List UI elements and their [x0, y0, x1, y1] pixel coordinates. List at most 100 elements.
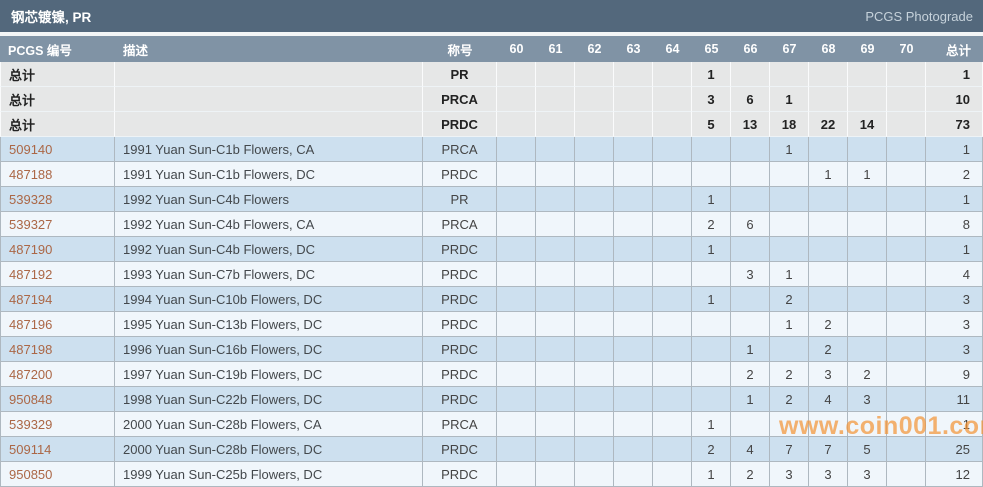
total-cell: 9 [926, 362, 983, 387]
total-cell: 1 [926, 137, 983, 162]
grade-cell-64 [653, 137, 692, 162]
photograde-link[interactable]: PCGS Photograde [865, 8, 973, 24]
designation-cell: PRDC [423, 262, 497, 287]
column-header-grade-63: 63 [614, 36, 653, 62]
grade-cell-63 [614, 312, 653, 337]
pcgs-number-link[interactable]: 509114 [0, 437, 115, 462]
pcgs-number-link[interactable]: 539329 [0, 412, 115, 437]
grade-cell-65 [692, 337, 731, 362]
grade-cell-66: 6 [731, 212, 770, 237]
table-header-row: PCGS 编号 描述 称号 60 61 62 63 64 65 66 67 68… [0, 36, 983, 62]
grade-cell-61 [536, 462, 575, 487]
pcgs-number-link[interactable]: 487198 [0, 337, 115, 362]
grade-cell-65: 1 [692, 287, 731, 312]
grade-cell-65 [692, 312, 731, 337]
summary-section: 总计 PR 1 1 总计 PRCA [0, 62, 983, 137]
grade-cell-63 [614, 212, 653, 237]
total-cell: 8 [926, 212, 983, 237]
grade-cell-68: 3 [809, 462, 848, 487]
grade-cell-68 [809, 137, 848, 162]
table-row: 950850 1999 Yuan Sun-C25b Flowers, DC PR… [0, 462, 983, 487]
grade-cell-60 [497, 62, 536, 87]
grade-cell-70 [887, 462, 926, 487]
pcgs-number-link[interactable]: 539327 [0, 212, 115, 237]
grade-cell-68: 3 [809, 362, 848, 387]
grade-cell-61 [536, 212, 575, 237]
grade-cell-61 [536, 437, 575, 462]
grade-cell-65 [692, 137, 731, 162]
grade-cell-68 [809, 212, 848, 237]
grade-cell-60 [497, 412, 536, 437]
grade-cell-63 [614, 437, 653, 462]
column-header-grade-65: 65 [692, 36, 731, 62]
pcgs-number-link[interactable]: 487188 [0, 162, 115, 187]
grade-cell-70 [887, 337, 926, 362]
description-cell: 1997 Yuan Sun-C19b Flowers, DC [115, 362, 423, 387]
grade-cell-63 [614, 87, 653, 112]
grade-cell-60 [497, 462, 536, 487]
grade-cell-65 [692, 262, 731, 287]
column-header-grade-61: 61 [536, 36, 575, 62]
grade-cell-61 [536, 162, 575, 187]
grade-cell-66: 2 [731, 462, 770, 487]
grade-cell-62 [575, 387, 614, 412]
pcgs-number-link[interactable]: 950850 [0, 462, 115, 487]
grade-cell-61 [536, 287, 575, 312]
grade-cell-70 [887, 387, 926, 412]
summary-description-cell [115, 112, 423, 137]
grade-cell-63 [614, 387, 653, 412]
pcgs-number-link[interactable]: 487200 [0, 362, 115, 387]
pcgs-number-link[interactable]: 487194 [0, 287, 115, 312]
grade-cell-69 [848, 287, 887, 312]
grade-cell-62 [575, 362, 614, 387]
total-cell: 73 [926, 112, 983, 137]
designation-cell: PRDC [423, 337, 497, 362]
grade-cell-60 [497, 112, 536, 137]
designation-cell: PRCA [423, 412, 497, 437]
pcgs-number-link[interactable]: 487190 [0, 237, 115, 262]
grade-cell-60 [497, 137, 536, 162]
grade-cell-62 [575, 187, 614, 212]
grade-cell-70 [887, 287, 926, 312]
grade-cell-67: 18 [770, 112, 809, 137]
page-title: 钢芯镀镍, PR [11, 10, 92, 25]
grade-cell-67: 1 [770, 137, 809, 162]
summary-description-cell [115, 87, 423, 112]
pcgs-number-link[interactable]: 950848 [0, 387, 115, 412]
grade-cell-61 [536, 312, 575, 337]
grade-cell-62 [575, 212, 614, 237]
grade-cell-64 [653, 87, 692, 112]
pcgs-number-link[interactable]: 487196 [0, 312, 115, 337]
table-row: 950848 1998 Yuan Sun-C22b Flowers, DC PR… [0, 387, 983, 412]
grade-cell-64 [653, 237, 692, 262]
total-cell: 1 [926, 187, 983, 212]
grade-cell-69 [848, 312, 887, 337]
grade-cell-63 [614, 237, 653, 262]
grade-cell-67 [770, 187, 809, 212]
grade-cell-70 [887, 137, 926, 162]
grade-cell-66: 4 [731, 437, 770, 462]
grade-cell-68 [809, 237, 848, 262]
grade-cell-65: 3 [692, 87, 731, 112]
column-header-grade-60: 60 [497, 36, 536, 62]
summary-designation-cell: PRCA [423, 87, 497, 112]
grade-cell-69 [848, 62, 887, 87]
column-header-grade-70: 70 [887, 36, 926, 62]
grade-cell-64 [653, 312, 692, 337]
grade-cell-69 [848, 412, 887, 437]
grade-cell-70 [887, 262, 926, 287]
grade-cell-63 [614, 262, 653, 287]
grade-cell-64 [653, 262, 692, 287]
grade-cell-67: 3 [770, 462, 809, 487]
grade-cell-64 [653, 187, 692, 212]
grade-cell-60 [497, 162, 536, 187]
grade-cell-63 [614, 187, 653, 212]
pcgs-number-link[interactable]: 539328 [0, 187, 115, 212]
grade-cell-67 [770, 62, 809, 87]
table-row: 487194 1994 Yuan Sun-C10b Flowers, DC PR… [0, 287, 983, 312]
table-row: 487198 1996 Yuan Sun-C16b Flowers, DC PR… [0, 337, 983, 362]
pcgs-number-link[interactable]: 487192 [0, 262, 115, 287]
pcgs-number-link[interactable]: 509140 [0, 137, 115, 162]
grade-cell-60 [497, 437, 536, 462]
grade-cell-60 [497, 87, 536, 112]
